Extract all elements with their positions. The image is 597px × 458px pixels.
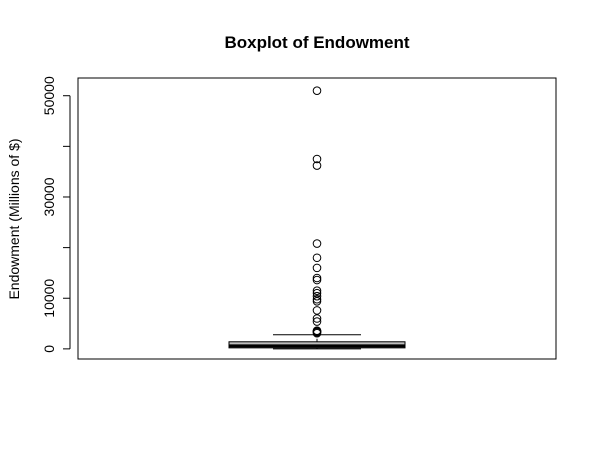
outlier-point xyxy=(313,307,321,315)
y-tick-label: 50000 xyxy=(41,76,57,115)
y-axis-label: Endowment (Millions of $) xyxy=(6,138,22,299)
outlier-group xyxy=(313,87,321,337)
y-tick-label: 30000 xyxy=(41,177,57,216)
plot-frame xyxy=(78,78,556,359)
outlier-point xyxy=(313,264,321,272)
y-tick-label: 10000 xyxy=(41,279,57,318)
outlier-point xyxy=(313,254,321,262)
y-tick-label: 0 xyxy=(41,345,57,353)
y-axis: 0 10000 30000 50000 xyxy=(41,76,70,353)
outlier-point xyxy=(313,240,321,248)
chart-title: Boxplot of Endowment xyxy=(224,33,409,52)
outlier-point xyxy=(313,87,321,95)
